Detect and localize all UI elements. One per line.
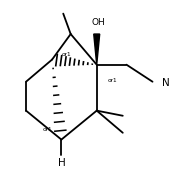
Text: OH: OH xyxy=(92,18,105,27)
Text: or1: or1 xyxy=(108,77,118,82)
Polygon shape xyxy=(94,34,100,65)
Text: N: N xyxy=(162,78,170,88)
Text: or1: or1 xyxy=(61,52,71,57)
Text: or1: or1 xyxy=(43,127,52,132)
Text: H: H xyxy=(57,158,65,168)
